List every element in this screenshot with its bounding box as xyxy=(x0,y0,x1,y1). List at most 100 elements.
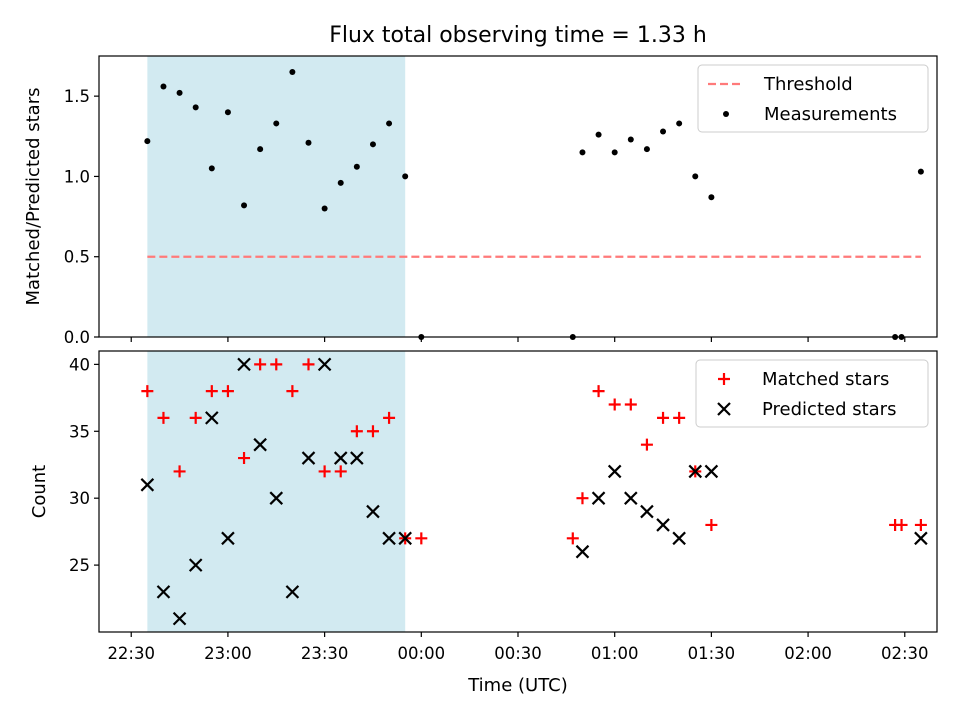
matched-star-point xyxy=(157,411,170,424)
predicted-star-point xyxy=(914,531,928,546)
y-tick-label: 0.5 xyxy=(64,248,90,267)
matched-star-point xyxy=(895,518,908,531)
chart-title: Flux total observing time = 1.33 h xyxy=(329,23,707,48)
measurement-point xyxy=(627,136,634,143)
measurement-point xyxy=(305,139,312,146)
plot-frame xyxy=(98,55,938,338)
matched-star-point xyxy=(238,452,251,465)
measurement-point xyxy=(176,89,183,96)
measurement-point xyxy=(241,202,248,209)
measurement-point xyxy=(321,205,328,212)
matched-star-point xyxy=(318,465,331,478)
matched-star-point xyxy=(576,492,589,505)
predicted-star-point xyxy=(656,518,670,532)
x-tick-label: 23:00 xyxy=(204,644,252,663)
predicted-star-point xyxy=(237,357,251,372)
x-tick-label: 00:30 xyxy=(494,644,542,663)
predicted-star-point xyxy=(172,611,187,626)
measurement-point xyxy=(257,146,264,153)
predicted-star-point xyxy=(575,544,590,559)
legend-measurement-swatch xyxy=(723,111,729,117)
y-tick-label: 35 xyxy=(69,422,90,441)
legend-label: Matched stars xyxy=(762,369,889,390)
matched-star-point xyxy=(350,425,363,438)
matched-star-point xyxy=(705,518,718,531)
measurement-point xyxy=(917,168,924,175)
predicted-star-point xyxy=(269,491,284,505)
predicted-star-point xyxy=(188,558,203,572)
x-tick-label: 02:30 xyxy=(881,644,929,663)
measurement-point xyxy=(402,173,409,180)
matched-star-point xyxy=(914,518,927,531)
measurement-point xyxy=(676,120,683,127)
matched-star-point xyxy=(657,411,670,424)
predicted-star-point xyxy=(672,531,686,546)
matched-star-point xyxy=(366,425,379,438)
matched-star-point xyxy=(383,411,396,424)
legend-box xyxy=(695,359,929,428)
measurement-point xyxy=(611,149,618,156)
matched-star-point xyxy=(608,398,621,411)
x-axis-label: Time (UTC) xyxy=(467,675,568,696)
predicted-star-point xyxy=(333,451,348,465)
matched-star-point xyxy=(415,532,428,545)
predicted-star-point xyxy=(285,585,300,599)
measurement-point xyxy=(208,165,215,172)
matched-star-point xyxy=(141,385,154,398)
measurement-point xyxy=(595,131,602,138)
measurement-point xyxy=(192,104,199,111)
y-tick-label: 1.5 xyxy=(64,87,90,106)
predicted-star-point xyxy=(624,491,638,505)
x-tick-label: 00:00 xyxy=(398,644,446,663)
measurement-point xyxy=(273,120,280,127)
predicted-star-point xyxy=(640,504,654,519)
predicted-star-point xyxy=(221,531,235,546)
matched-star-point xyxy=(173,465,186,478)
matched-star-point xyxy=(624,398,637,411)
measurement-point xyxy=(579,149,586,156)
matched-star-point xyxy=(592,385,605,398)
matched-star-point xyxy=(673,411,686,424)
predicted-star-point xyxy=(591,491,606,505)
predicted-star-point xyxy=(607,464,622,479)
measurement-point xyxy=(369,141,376,148)
y-tick-label: 30 xyxy=(69,489,90,508)
shaded-observing-span xyxy=(147,56,406,337)
matched-star-point xyxy=(254,358,267,371)
y-tick-label: 40 xyxy=(69,355,90,374)
measurement-point xyxy=(353,163,360,170)
predicted-star-point xyxy=(382,531,396,546)
measurement-point xyxy=(643,146,650,153)
measurement-point xyxy=(386,120,393,127)
x-tick-label: 02:00 xyxy=(784,644,832,663)
predicted-star-point xyxy=(704,464,719,479)
y-tick-label: 25 xyxy=(69,556,90,575)
legend-label: Threshold xyxy=(763,74,853,95)
predicted-star-point xyxy=(301,451,316,465)
predicted-star-point xyxy=(140,478,155,492)
measurement-point xyxy=(660,128,667,135)
measurement-point xyxy=(160,83,167,90)
legend-label: Measurements xyxy=(764,104,897,125)
predicted-star-point xyxy=(350,451,364,465)
predicted-star-point xyxy=(688,464,703,479)
predicted-star-point xyxy=(398,531,412,546)
x-tick-label: 01:00 xyxy=(591,644,639,663)
shaded-observing-span xyxy=(147,351,406,632)
legend-label: Predicted stars xyxy=(762,399,896,420)
plot-frame xyxy=(98,350,938,633)
legend-predicted-swatch xyxy=(717,402,731,416)
x-tick-label: 01:30 xyxy=(688,644,736,663)
x-tick-label: 23:30 xyxy=(301,644,349,663)
y-tick-label: 0.0 xyxy=(64,328,90,347)
ratio-panel: 0.0 0.5 1.0 1.5 Matched/Predicted stars Thres… xyxy=(23,55,938,347)
measurement-point xyxy=(708,194,715,201)
predicted-star-point xyxy=(253,437,267,452)
matched-star-point xyxy=(334,465,347,478)
matched-star-point xyxy=(221,385,234,398)
matched-star-point xyxy=(205,385,218,398)
predicted-star-point xyxy=(366,504,380,519)
measurement-point xyxy=(224,109,231,116)
predicted-star-point xyxy=(156,585,171,599)
matched-star-point xyxy=(640,438,653,451)
